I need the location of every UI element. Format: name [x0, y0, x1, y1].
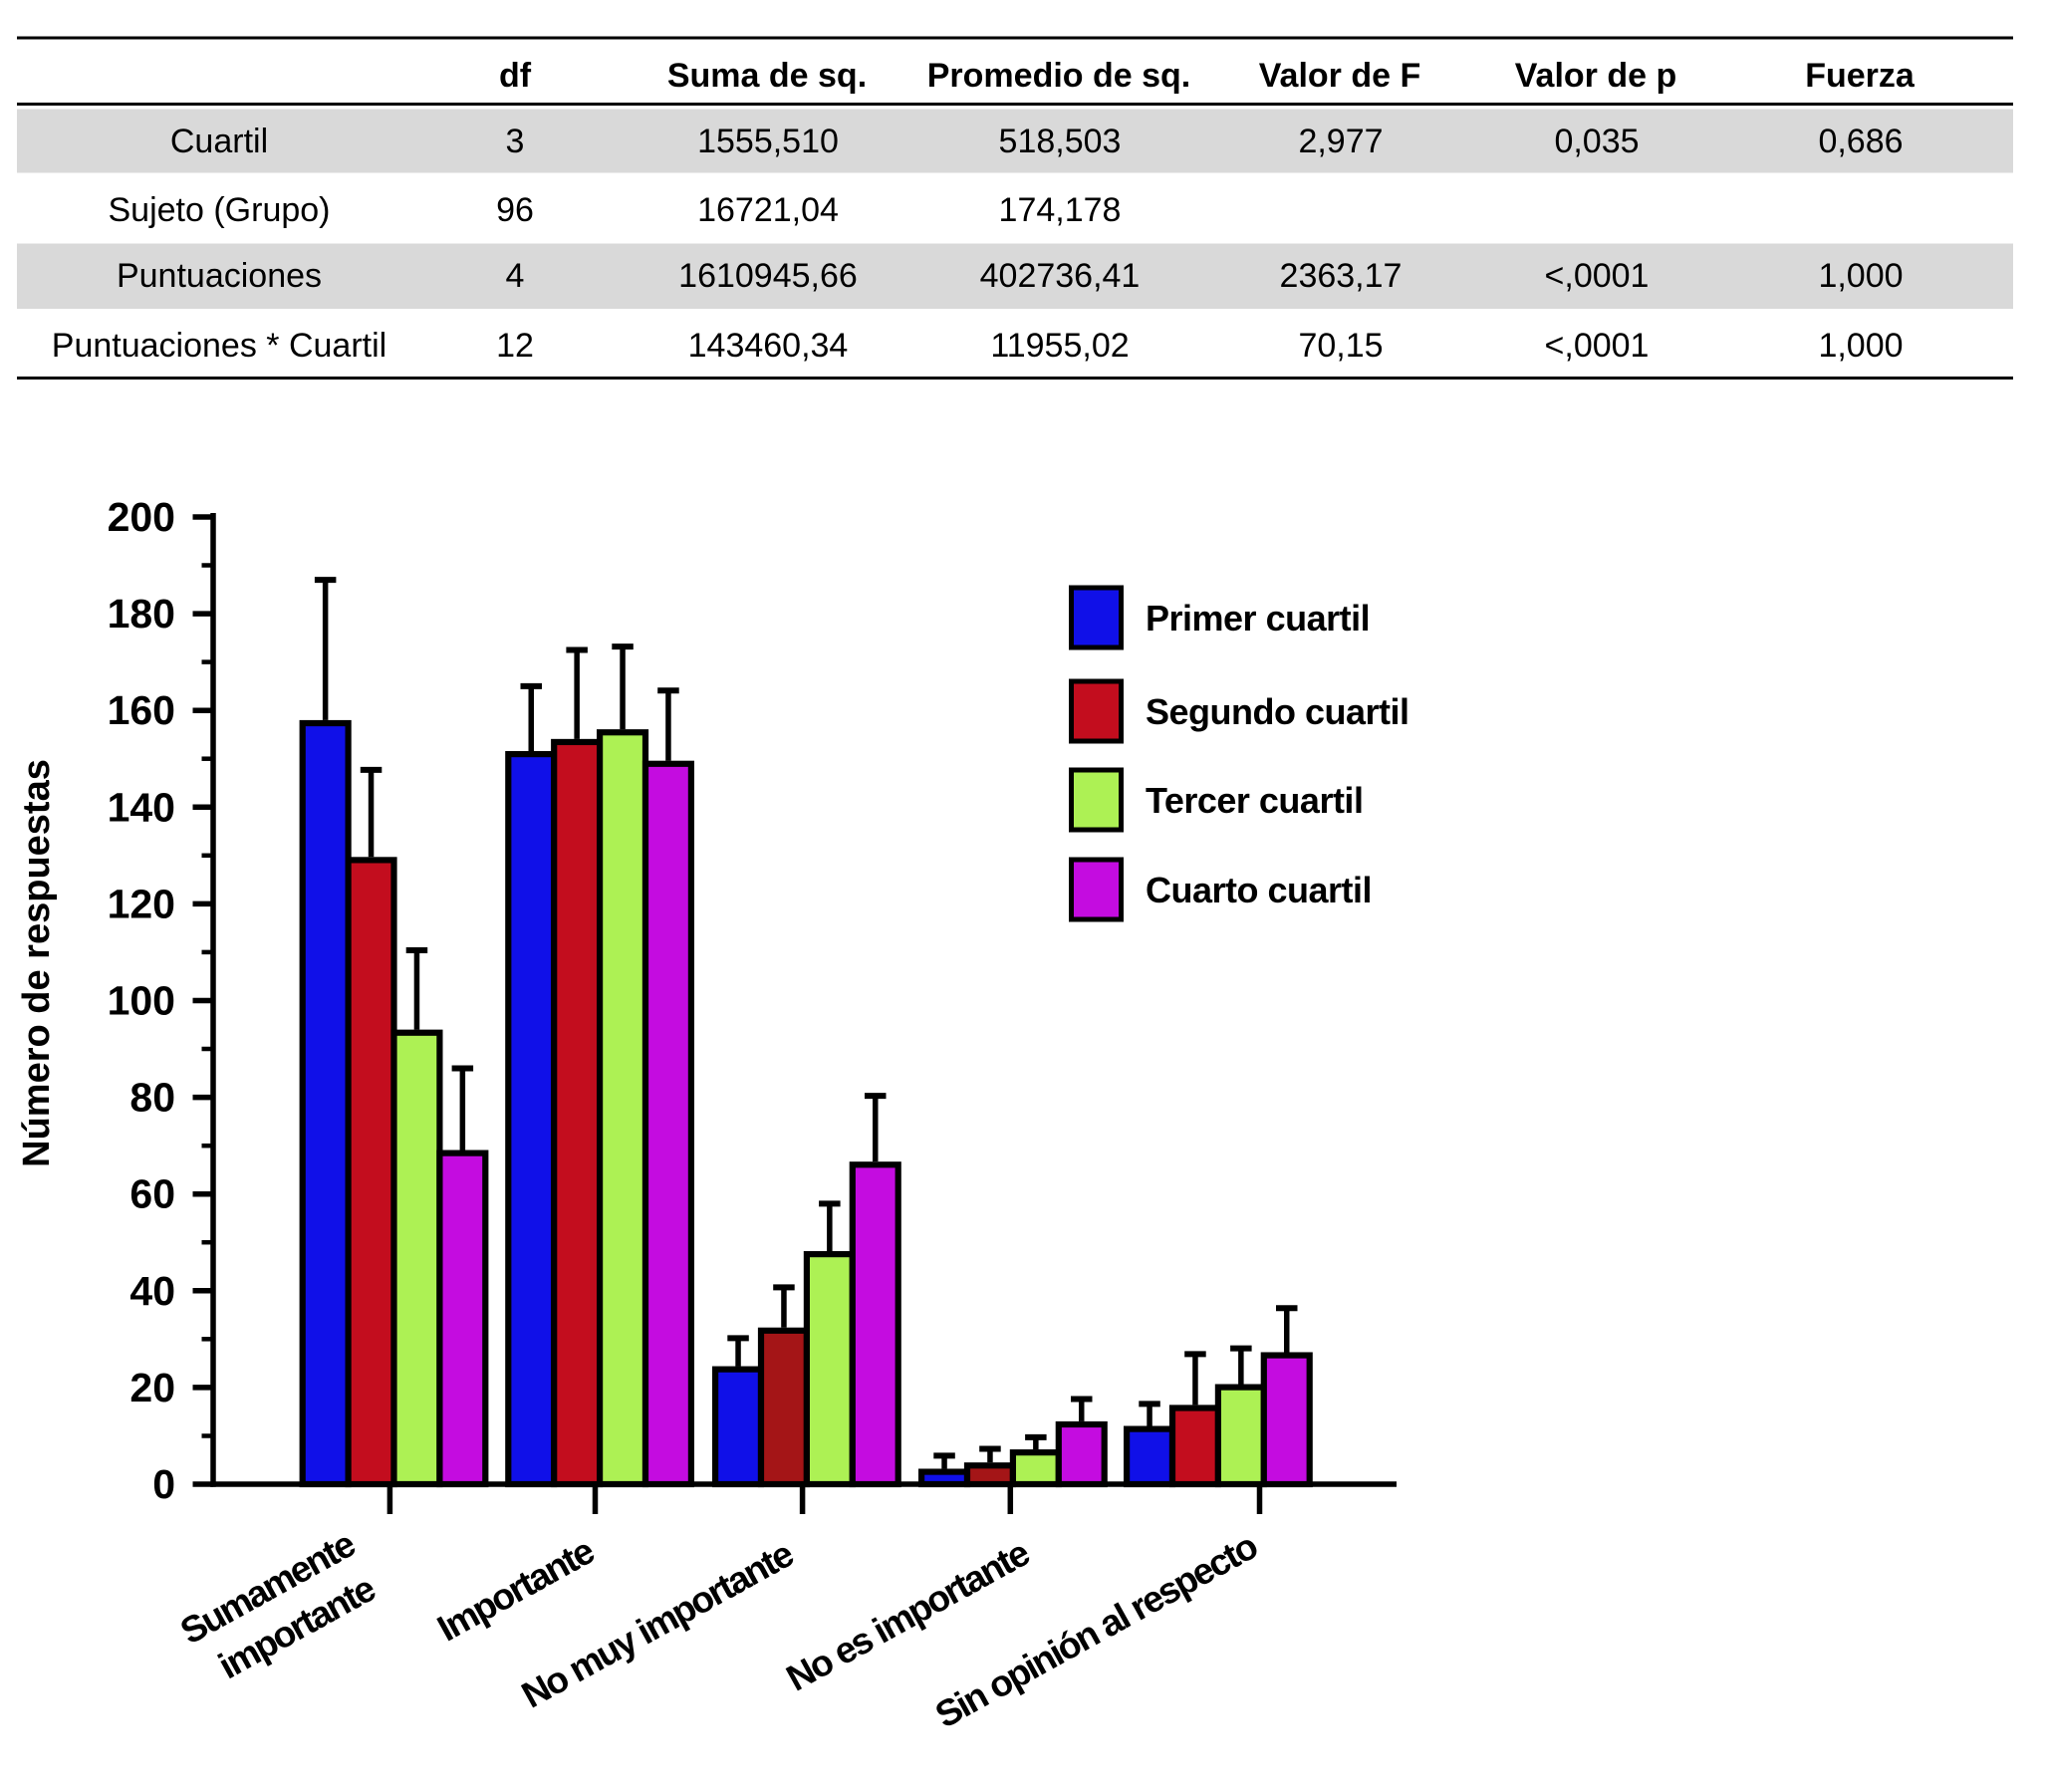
svg-text:70,15: 70,15: [1298, 327, 1383, 365]
svg-text:96: 96: [496, 191, 534, 229]
svg-text:20: 20: [129, 1365, 175, 1410]
svg-text:Promedio de sq.: Promedio de sq.: [927, 57, 1191, 95]
svg-text:80: 80: [129, 1075, 175, 1121]
svg-text:4: 4: [506, 257, 525, 295]
svg-text:Puntuaciones * Cuartil: Puntuaciones * Cuartil: [52, 327, 386, 365]
svg-text:Valor de F: Valor de F: [1259, 57, 1421, 95]
svg-text:100: 100: [108, 978, 175, 1024]
svg-text:0: 0: [152, 1461, 175, 1507]
svg-text:1610945,66: 1610945,66: [678, 257, 858, 295]
svg-text:2363,17: 2363,17: [1280, 257, 1403, 295]
svg-text:<,0001: <,0001: [1545, 327, 1650, 365]
svg-text:Valor de p: Valor de p: [1515, 57, 1677, 95]
svg-text:174,178: 174,178: [999, 191, 1122, 229]
svg-text:518,503: 518,503: [999, 123, 1122, 160]
svg-text:120: 120: [108, 881, 175, 926]
svg-text:60: 60: [129, 1171, 175, 1217]
svg-text:Fuerza: Fuerza: [1805, 57, 1916, 95]
svg-text:3: 3: [506, 123, 525, 160]
svg-text:<,0001: <,0001: [1545, 257, 1650, 295]
svg-text:1,000: 1,000: [1818, 257, 1903, 295]
svg-text:16721,04: 16721,04: [697, 191, 839, 229]
svg-text:200: 200: [108, 494, 175, 540]
svg-text:Puntuaciones: Puntuaciones: [117, 257, 322, 295]
svg-text:0,035: 0,035: [1554, 123, 1639, 160]
svg-text:140: 140: [108, 784, 175, 830]
svg-text:12: 12: [496, 327, 534, 365]
svg-text:Sujeto (Grupo): Sujeto (Grupo): [109, 191, 331, 229]
svg-text:1,000: 1,000: [1818, 327, 1903, 365]
svg-text:Suma de sq.: Suma de sq.: [667, 57, 867, 95]
svg-text:Primer cuartil: Primer cuartil: [1146, 598, 1370, 639]
svg-text:2,977: 2,977: [1298, 123, 1383, 160]
svg-text:40: 40: [129, 1268, 175, 1314]
svg-text:143460,34: 143460,34: [688, 327, 849, 365]
svg-text:402736,41: 402736,41: [980, 257, 1141, 295]
svg-text:Segundo cuartil: Segundo cuartil: [1146, 691, 1409, 732]
svg-text:df: df: [499, 57, 532, 95]
svg-text:1555,510: 1555,510: [697, 123, 839, 160]
svg-text:180: 180: [108, 591, 175, 637]
svg-text:Número de respuestas: Número de respuestas: [16, 759, 58, 1167]
svg-text:Tercer cuartil: Tercer cuartil: [1146, 780, 1363, 821]
svg-text:Cuartil: Cuartil: [170, 123, 268, 160]
svg-text:Cuarto cuartil: Cuarto cuartil: [1146, 870, 1372, 910]
svg-text:0,686: 0,686: [1818, 123, 1903, 160]
svg-text:11955,02: 11955,02: [990, 327, 1129, 365]
svg-text:160: 160: [108, 687, 175, 733]
